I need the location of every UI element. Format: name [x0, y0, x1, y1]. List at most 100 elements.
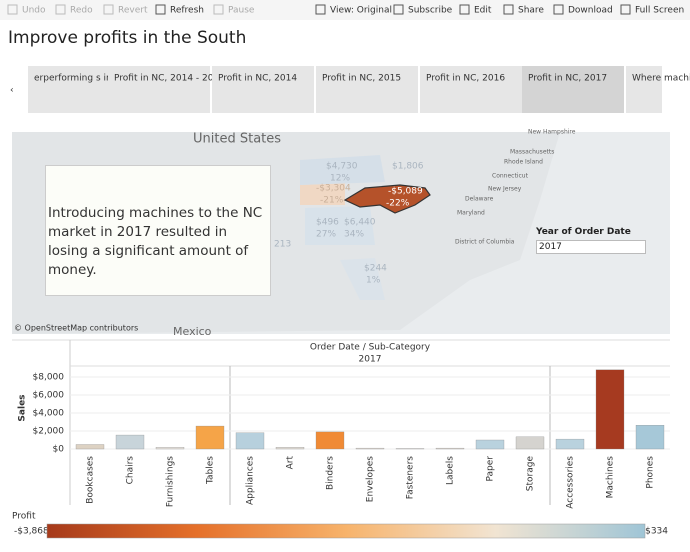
legend-min: -$3,868 [14, 527, 49, 537]
x-tick-label: Labels [446, 456, 456, 485]
toolbar-button[interactable]: Full Screen [635, 6, 684, 16]
story-point[interactable] [316, 66, 418, 113]
toolbar-button[interactable]: Refresh [170, 6, 204, 16]
bar [475, 439, 505, 450]
toolbar-icon[interactable] [620, 4, 631, 15]
map-label: $244 [364, 264, 387, 274]
story-point-label: Profit in NC, 2014 - 2017 [114, 74, 225, 84]
toolbar-button[interactable]: Redo [70, 6, 93, 16]
story-point[interactable] [522, 66, 624, 113]
toolbar-icon[interactable] [315, 4, 326, 15]
bar [235, 432, 265, 450]
chart-area [0, 337, 690, 507]
toolbar-button[interactable]: Share [518, 6, 544, 16]
legend-ramp [46, 523, 646, 539]
bar [195, 425, 225, 450]
x-tick-label: Envelopes [366, 456, 376, 503]
map-label: 213 [274, 240, 291, 250]
toolbar [0, 0, 690, 20]
y-tick-label: $8,000 [33, 373, 65, 383]
map-label: -22% [386, 199, 410, 209]
bar [275, 447, 305, 450]
toolbar-button[interactable]: Subscribe [408, 6, 453, 16]
x-tick-label: Bookcases [86, 456, 96, 504]
toolbar-icon[interactable] [553, 4, 564, 15]
toolbar-icon[interactable] [503, 4, 514, 15]
place-label: Connecticut [492, 173, 529, 180]
legend-max: $334 [645, 527, 668, 537]
map-label: $496 [316, 218, 339, 228]
x-tick-label: Appliances [246, 456, 256, 505]
x-tick-label: Paper [486, 456, 496, 482]
story-point-label: Profit in NC, 2014 [218, 74, 297, 84]
story-point-label: erperforming s in the South [34, 74, 158, 84]
x-tick-label: Art [286, 456, 296, 470]
story-point-label: Profit in NC, 2015 [322, 74, 401, 84]
bar [115, 434, 145, 450]
map-label: 1% [366, 276, 381, 286]
x-tick-label: Storage [526, 456, 536, 492]
map-label: 34% [344, 230, 364, 240]
state [300, 183, 345, 205]
toolbar-button[interactable]: View: Original [330, 6, 392, 16]
toolbar-icon[interactable] [155, 4, 166, 15]
place-label: District of Columbia [455, 239, 515, 246]
state [300, 155, 385, 185]
toolbar-icon[interactable] [55, 4, 66, 15]
caption: Introducing machines to the NC market in… [45, 165, 271, 296]
y-tick-label: $2,000 [33, 427, 65, 437]
map-label: -$5,089 [388, 187, 423, 197]
filter-value[interactable]: 2017 [536, 240, 646, 254]
year-filter[interactable]: Year of Order Date 2017 [536, 227, 646, 254]
story-point[interactable] [626, 66, 662, 113]
map-label: Mexico [173, 325, 212, 338]
state [305, 206, 375, 245]
toolbar-icon[interactable] [393, 4, 404, 15]
map-label: $1,806 [392, 162, 424, 172]
nc-state [343, 184, 431, 214]
bar [515, 436, 545, 450]
y-tick-label: $6,000 [33, 391, 65, 401]
bar [355, 447, 385, 450]
x-tick-label: Tables [206, 456, 216, 485]
toolbar-button[interactable]: Revert [118, 6, 148, 16]
toolbar-icon[interactable] [213, 4, 224, 15]
story-point[interactable] [108, 66, 210, 113]
bar [155, 447, 185, 450]
place-label: New Hampshire [528, 129, 576, 136]
map-attribution: © OpenStreetMap contributors [14, 324, 138, 333]
place-label: New Jersey [488, 186, 522, 193]
toolbar-button[interactable]: Undo [22, 6, 46, 16]
toolbar-icon[interactable] [103, 4, 114, 15]
state [340, 258, 385, 300]
y-axis-title: Sales [18, 394, 28, 421]
bar [75, 444, 105, 450]
place-label: Delaware [465, 196, 494, 203]
map-label: $4,730 [326, 162, 358, 172]
y-tick-label: $0 [53, 445, 65, 455]
bar [635, 424, 665, 450]
place-label: Rhode Island [504, 159, 543, 166]
map-label: 27% [316, 230, 336, 240]
filter-title: Year of Order Date [536, 227, 631, 237]
toolbar-icon[interactable] [459, 4, 470, 15]
toolbar-button[interactable]: Edit [474, 6, 492, 16]
x-tick-label: Accessories [566, 456, 576, 509]
story-point[interactable] [212, 66, 314, 113]
chart-header: Order Date / Sub-Category [310, 343, 431, 353]
map-label: $6,440 [344, 218, 376, 228]
bar [595, 369, 625, 450]
nav-prev[interactable]: ‹ [10, 86, 14, 96]
story-point-label: Profit in NC, 2016 [426, 74, 505, 84]
toolbar-button[interactable]: Download [568, 6, 613, 16]
story-point[interactable] [420, 66, 522, 113]
place-label: Maryland [457, 210, 485, 217]
map-label: United States [193, 132, 281, 147]
toolbar-button[interactable]: Pause [228, 6, 255, 16]
map-label: -$3,304 [316, 184, 351, 194]
bar [315, 431, 345, 450]
x-tick-label: Binders [326, 456, 336, 490]
toolbar-icon[interactable] [7, 4, 18, 15]
